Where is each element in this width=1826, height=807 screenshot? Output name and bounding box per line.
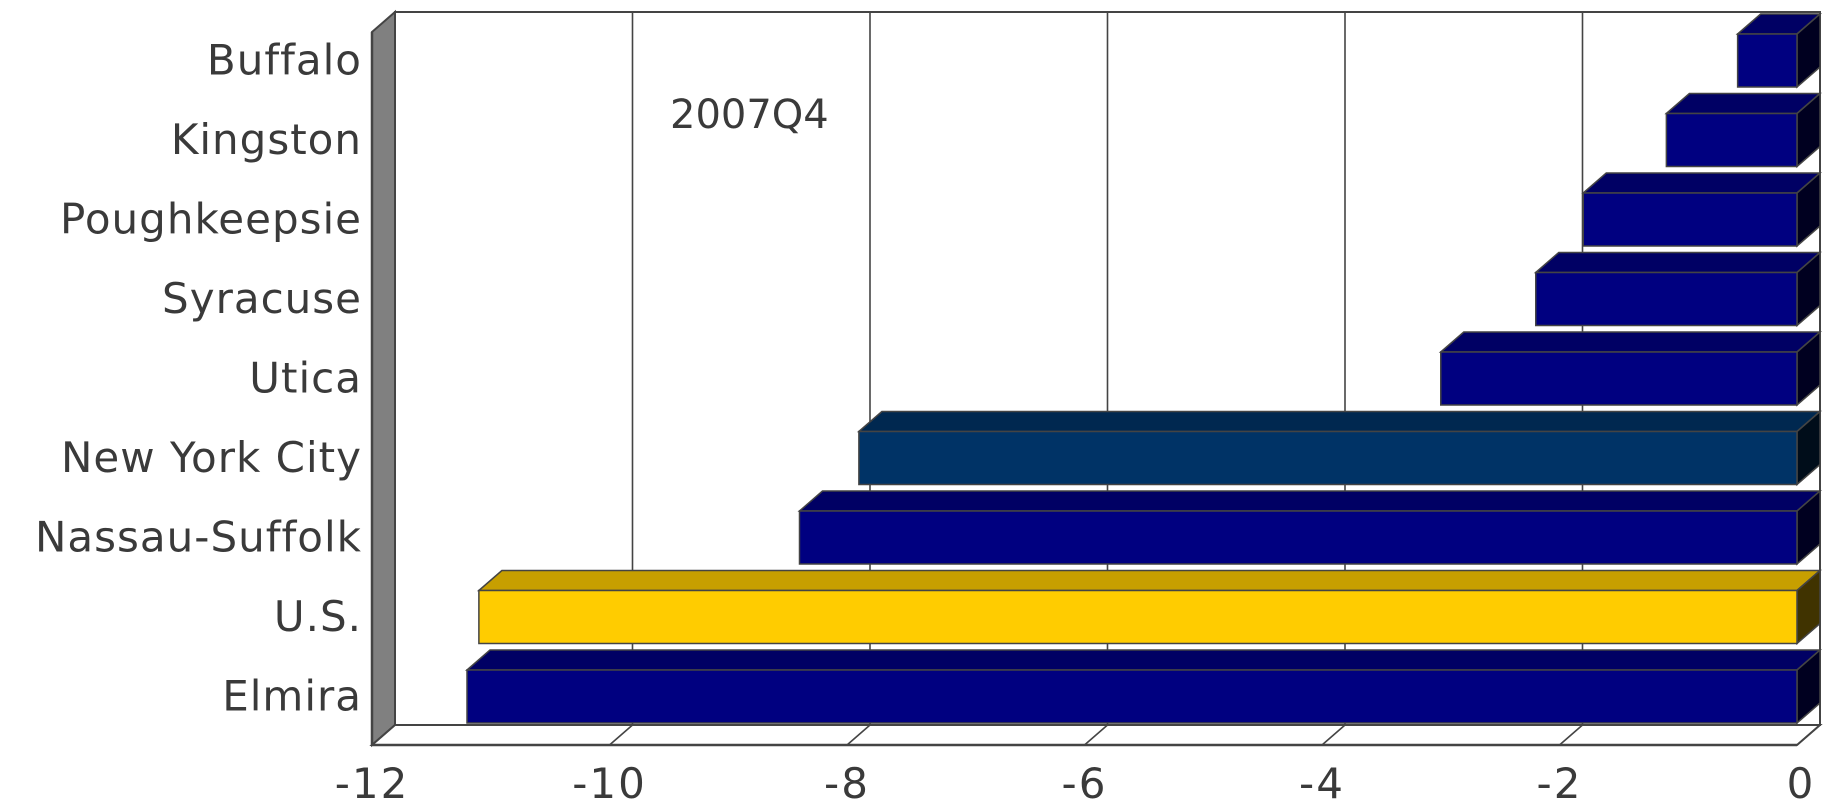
bar (1582, 192, 1798, 247)
bar (466, 669, 1798, 724)
category-label: Elmira (222, 672, 362, 721)
bar-group (1664, 91, 1823, 169)
bar (858, 430, 1798, 486)
category-label: Buffalo (207, 36, 362, 85)
bar (1736, 33, 1798, 88)
bar (478, 589, 1798, 645)
bar-group (476, 568, 1823, 646)
floor-gridline (608, 724, 634, 746)
category-label: New York City (61, 433, 362, 482)
floor-gridline (1321, 724, 1346, 746)
category-labels: Buffalo Kingston Poughkeepsie Syracuse Utica… (35, 36, 362, 721)
category-label: Syracuse (162, 274, 362, 323)
bar-top (476, 569, 1823, 592)
bar-group (1533, 250, 1823, 328)
annotation-label: 2007Q4 (670, 92, 829, 138)
bar-top (797, 490, 1823, 512)
bar-top (1664, 92, 1823, 115)
bar (1665, 112, 1798, 168)
floor-gridline (1083, 724, 1109, 746)
category-label: Utica (249, 354, 362, 403)
x-tick-label: -2 (1537, 759, 1583, 807)
bar-group (1581, 171, 1823, 248)
bar-top (464, 649, 1823, 671)
bar-group (856, 409, 1823, 487)
x-tick-label: -4 (1299, 759, 1345, 807)
side-wall (371, 9, 396, 748)
bars (464, 12, 1823, 725)
floor-gridline (1796, 724, 1821, 746)
bar-group (1438, 330, 1823, 407)
x-tick-label: -8 (824, 759, 870, 807)
bar-group (464, 648, 1823, 725)
axes (370, 32, 1797, 747)
category-label: U.S. (274, 592, 362, 641)
floor-gridline (1558, 724, 1584, 746)
x-tick-label: 0 (1787, 759, 1816, 807)
x-tick-label: -10 (572, 759, 647, 807)
tick-labels: -12 -10 -8 -6 -4 -2 0 (335, 759, 1816, 807)
bar (798, 510, 1798, 565)
bar (1440, 351, 1798, 406)
bar-top (856, 410, 1823, 433)
bar-top (1581, 172, 1823, 194)
x-tick-label: -6 (1062, 759, 1108, 807)
bar-top (1533, 251, 1823, 274)
category-label: Poughkeepsie (60, 195, 362, 244)
bar-group (1735, 12, 1823, 89)
category-label: Kingston (171, 115, 362, 164)
floor-gridline (846, 724, 871, 746)
bar-group (797, 489, 1823, 566)
category-label: Nassau-Suffolk (35, 513, 362, 562)
bar (1535, 271, 1798, 327)
x-tick-label: -12 (335, 759, 410, 807)
bar-top (1438, 331, 1823, 353)
floor-gridline (371, 724, 396, 746)
